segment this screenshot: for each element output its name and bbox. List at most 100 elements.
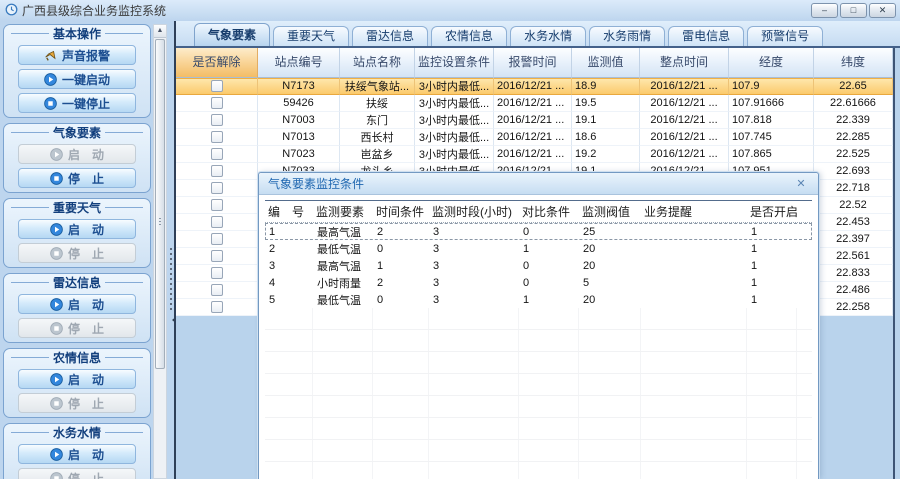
row-checkbox[interactable]	[210, 114, 223, 126]
row-checkbox[interactable]	[210, 301, 223, 313]
group-title: 重要天气	[4, 200, 150, 215]
group-title-label: 基本操作	[53, 27, 102, 41]
dialog-column-header[interactable]: 时间条件	[376, 205, 425, 219]
table-row[interactable]: N7023 岜盆乡 3小时内最低... 2016/12/21 ... 19.2 2016/…	[176, 146, 893, 163]
dialog-empty-cell	[373, 374, 429, 395]
dialog-row[interactable]: 5 最低气温 0 3 1 20 1	[265, 291, 812, 308]
basic-ops-one-key-start-button[interactable]: 一键启动	[18, 69, 136, 89]
column-header[interactable]: 监测值	[572, 48, 640, 78]
basic-ops-one-key-stop-button[interactable]: 一键停止	[18, 93, 136, 113]
water-level-start-button[interactable]: 启 动	[18, 444, 136, 464]
table-row[interactable]: N7173 扶绥气象站... 3小时内最低... 2016/12/21 ... 18.9…	[176, 78, 893, 95]
row-checkbox[interactable]	[210, 216, 223, 228]
meteo-elements-stop-button[interactable]: 停 止	[18, 168, 136, 188]
column-header[interactable]: 站点编号	[258, 48, 340, 78]
tab-water-rain[interactable]: 水务雨情	[589, 26, 666, 46]
scroll-up-icon[interactable]: ▲	[154, 25, 166, 38]
tab-important-weather[interactable]: 重要天气	[273, 26, 350, 46]
column-header[interactable]: 监控设置条件	[415, 48, 494, 78]
dialog-column-header[interactable]: 编 号	[268, 205, 305, 219]
dialog-empty-row	[265, 330, 812, 352]
dialog-empty-row	[265, 352, 812, 374]
dialog-column-header[interactable]: 是否开启	[750, 205, 797, 219]
dialog-row[interactable]: 3 最高气温 1 3 0 20 1	[265, 257, 812, 274]
row-checkbox[interactable]	[210, 131, 223, 143]
row-checkbox[interactable]	[210, 182, 223, 194]
dialog-column-header[interactable]: 监测阀值	[582, 205, 631, 219]
dialog-close-icon[interactable]: ✕	[796, 178, 806, 190]
group-title-label: 水务水情	[53, 426, 102, 440]
row-checkbox[interactable]	[210, 80, 223, 92]
row-checkbox[interactable]	[210, 97, 223, 109]
column-header[interactable]: 站点名称	[340, 48, 415, 78]
row-checkbox[interactable]	[210, 267, 223, 279]
table-cell: 2016/12/21 ...	[494, 146, 572, 163]
dialog-empty-cell	[519, 440, 579, 461]
important-weather-start-button[interactable]: 启 动	[18, 219, 136, 239]
dialog-cell: 5	[269, 293, 276, 306]
agri-info-stop-button[interactable]: 停 止	[18, 393, 136, 413]
sidebar-scrollbar[interactable]: ▲	[153, 24, 167, 479]
dialog-empty-cell	[373, 462, 429, 479]
row-checkbox[interactable]	[210, 165, 223, 177]
important-weather-stop-button[interactable]: 停 止	[18, 243, 136, 263]
tab-water-level[interactable]: 水务水情	[510, 26, 587, 46]
row-checkbox[interactable]	[210, 284, 223, 296]
group-title-label: 农情信息	[53, 351, 102, 365]
dialog-empty-row	[265, 308, 812, 330]
meteo-elements-start-button[interactable]: 启 动	[18, 144, 136, 164]
maximize-button[interactable]: □	[840, 3, 867, 18]
dialog-row[interactable]: 1 最高气温 2 3 0 25 1	[265, 223, 812, 240]
dialog-column-header[interactable]: 监测时段(小时)	[432, 205, 512, 219]
tab-meteo-elements[interactable]: 气象要素	[194, 23, 271, 46]
scrollbar-grip	[159, 218, 161, 227]
tab-radar-info[interactable]: 雷达信息	[352, 26, 429, 46]
dialog-row[interactable]: 2 最低气温 0 3 1 20 1	[265, 240, 812, 257]
row-checkbox[interactable]	[210, 199, 223, 211]
dialog-empty-cell	[265, 352, 313, 373]
row-checkbox[interactable]	[210, 148, 223, 160]
radar-info-stop-button[interactable]: 停 止	[18, 318, 136, 338]
group-title: 雷达信息	[4, 275, 150, 290]
row-checkbox[interactable]	[210, 233, 223, 245]
table-row[interactable]: 59426 扶绥 3小时内最低... 2016/12/21 ... 19.5 2016/1…	[176, 95, 893, 112]
column-header[interactable]: 经度	[729, 48, 814, 78]
dialog-empty-cell	[429, 374, 519, 395]
dialog-cell: 0	[523, 259, 530, 272]
dialog-empty-cell	[313, 308, 373, 329]
dialog-cell: 1	[751, 259, 758, 272]
dialog-column-header[interactable]: 业务提醒	[644, 205, 693, 219]
water-level-stop-button[interactable]: 停 止	[18, 468, 136, 479]
dialog-column-header[interactable]: 对比条件	[522, 205, 571, 219]
divider	[11, 282, 49, 283]
tab-agri-info[interactable]: 农情信息	[431, 26, 508, 46]
table-cell: 22.525	[814, 146, 893, 163]
dialog-empty-cell	[519, 374, 579, 395]
column-header[interactable]: 报警时间	[494, 48, 572, 78]
column-header[interactable]: 是否解除	[176, 48, 258, 78]
group-title: 气象要素	[4, 125, 150, 140]
tab-warning-signal[interactable]: 预警信号	[747, 26, 824, 46]
scrollbar-thumb[interactable]	[155, 39, 165, 369]
table-row[interactable]: N7003 东门 3小时内最低... 2016/12/21 ... 19.1 2016/1…	[176, 112, 893, 129]
dialog-row[interactable]: 4 小时雨量 2 3 0 5 1	[265, 274, 812, 291]
divider	[105, 207, 144, 208]
column-header[interactable]: 纬度	[814, 48, 893, 78]
tab-lightning-info[interactable]: 雷电信息	[668, 26, 745, 46]
table-cell: 岜盆乡	[340, 146, 415, 163]
table-cell: 22.453	[814, 214, 893, 231]
agri-info-start-button[interactable]: 启 动	[18, 369, 136, 389]
dialog-empty-cell	[429, 352, 519, 373]
radar-info-start-button[interactable]: 启 动	[18, 294, 136, 314]
tab-bar: 气象要素 重要天气 雷达信息 农情信息 水务水情 水务雨情 雷电信息 预警信号	[176, 21, 900, 46]
dialog-column-header[interactable]: 监测要素	[316, 205, 365, 219]
table-row[interactable]: N7013 西长村 3小时内最低... 2016/12/21 ... 18.6 2016/…	[176, 129, 893, 146]
close-button[interactable]: ✕	[869, 3, 896, 18]
minimize-button[interactable]: –	[811, 3, 838, 18]
row-checkbox[interactable]	[210, 250, 223, 262]
dialog-empty-cell	[265, 440, 313, 461]
column-header[interactable]: 整点时间	[640, 48, 729, 78]
dialog-empty-cell	[579, 308, 641, 329]
divider	[105, 132, 144, 133]
basic-ops-sound-alarm-button[interactable]: 声音报警	[18, 45, 136, 65]
